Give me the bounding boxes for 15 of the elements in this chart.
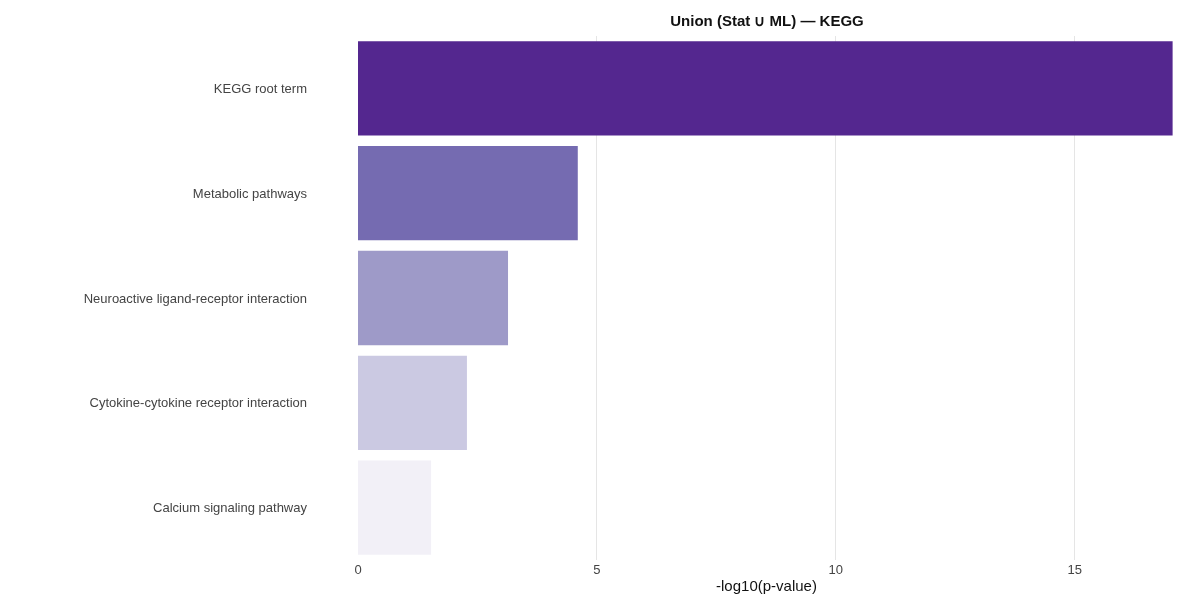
y-tick-label: Calcium signaling pathway [153,500,308,516]
x-axis-title: -log10(p-value) [716,577,817,594]
bar [358,250,509,346]
x-tick-label: 5 [593,562,601,577]
bar [358,355,467,450]
y-tick-label: Metabolic pathways [192,185,308,201]
x-tick-label: 10 [828,562,844,577]
y-tick-label: KEGG root term [213,80,307,96]
bar [358,146,578,241]
y-tick-label: Neuroactive ligand-receptor interaction [83,290,307,306]
x-tick-label: 15 [1067,562,1082,577]
y-tick-label: Cytokine-cytokine receptor interaction [89,395,307,411]
chart-title: Union (Stat ∪ ML) — KEGG [670,11,864,29]
bar [358,41,1173,136]
x-tick-label: 0 [354,562,362,577]
